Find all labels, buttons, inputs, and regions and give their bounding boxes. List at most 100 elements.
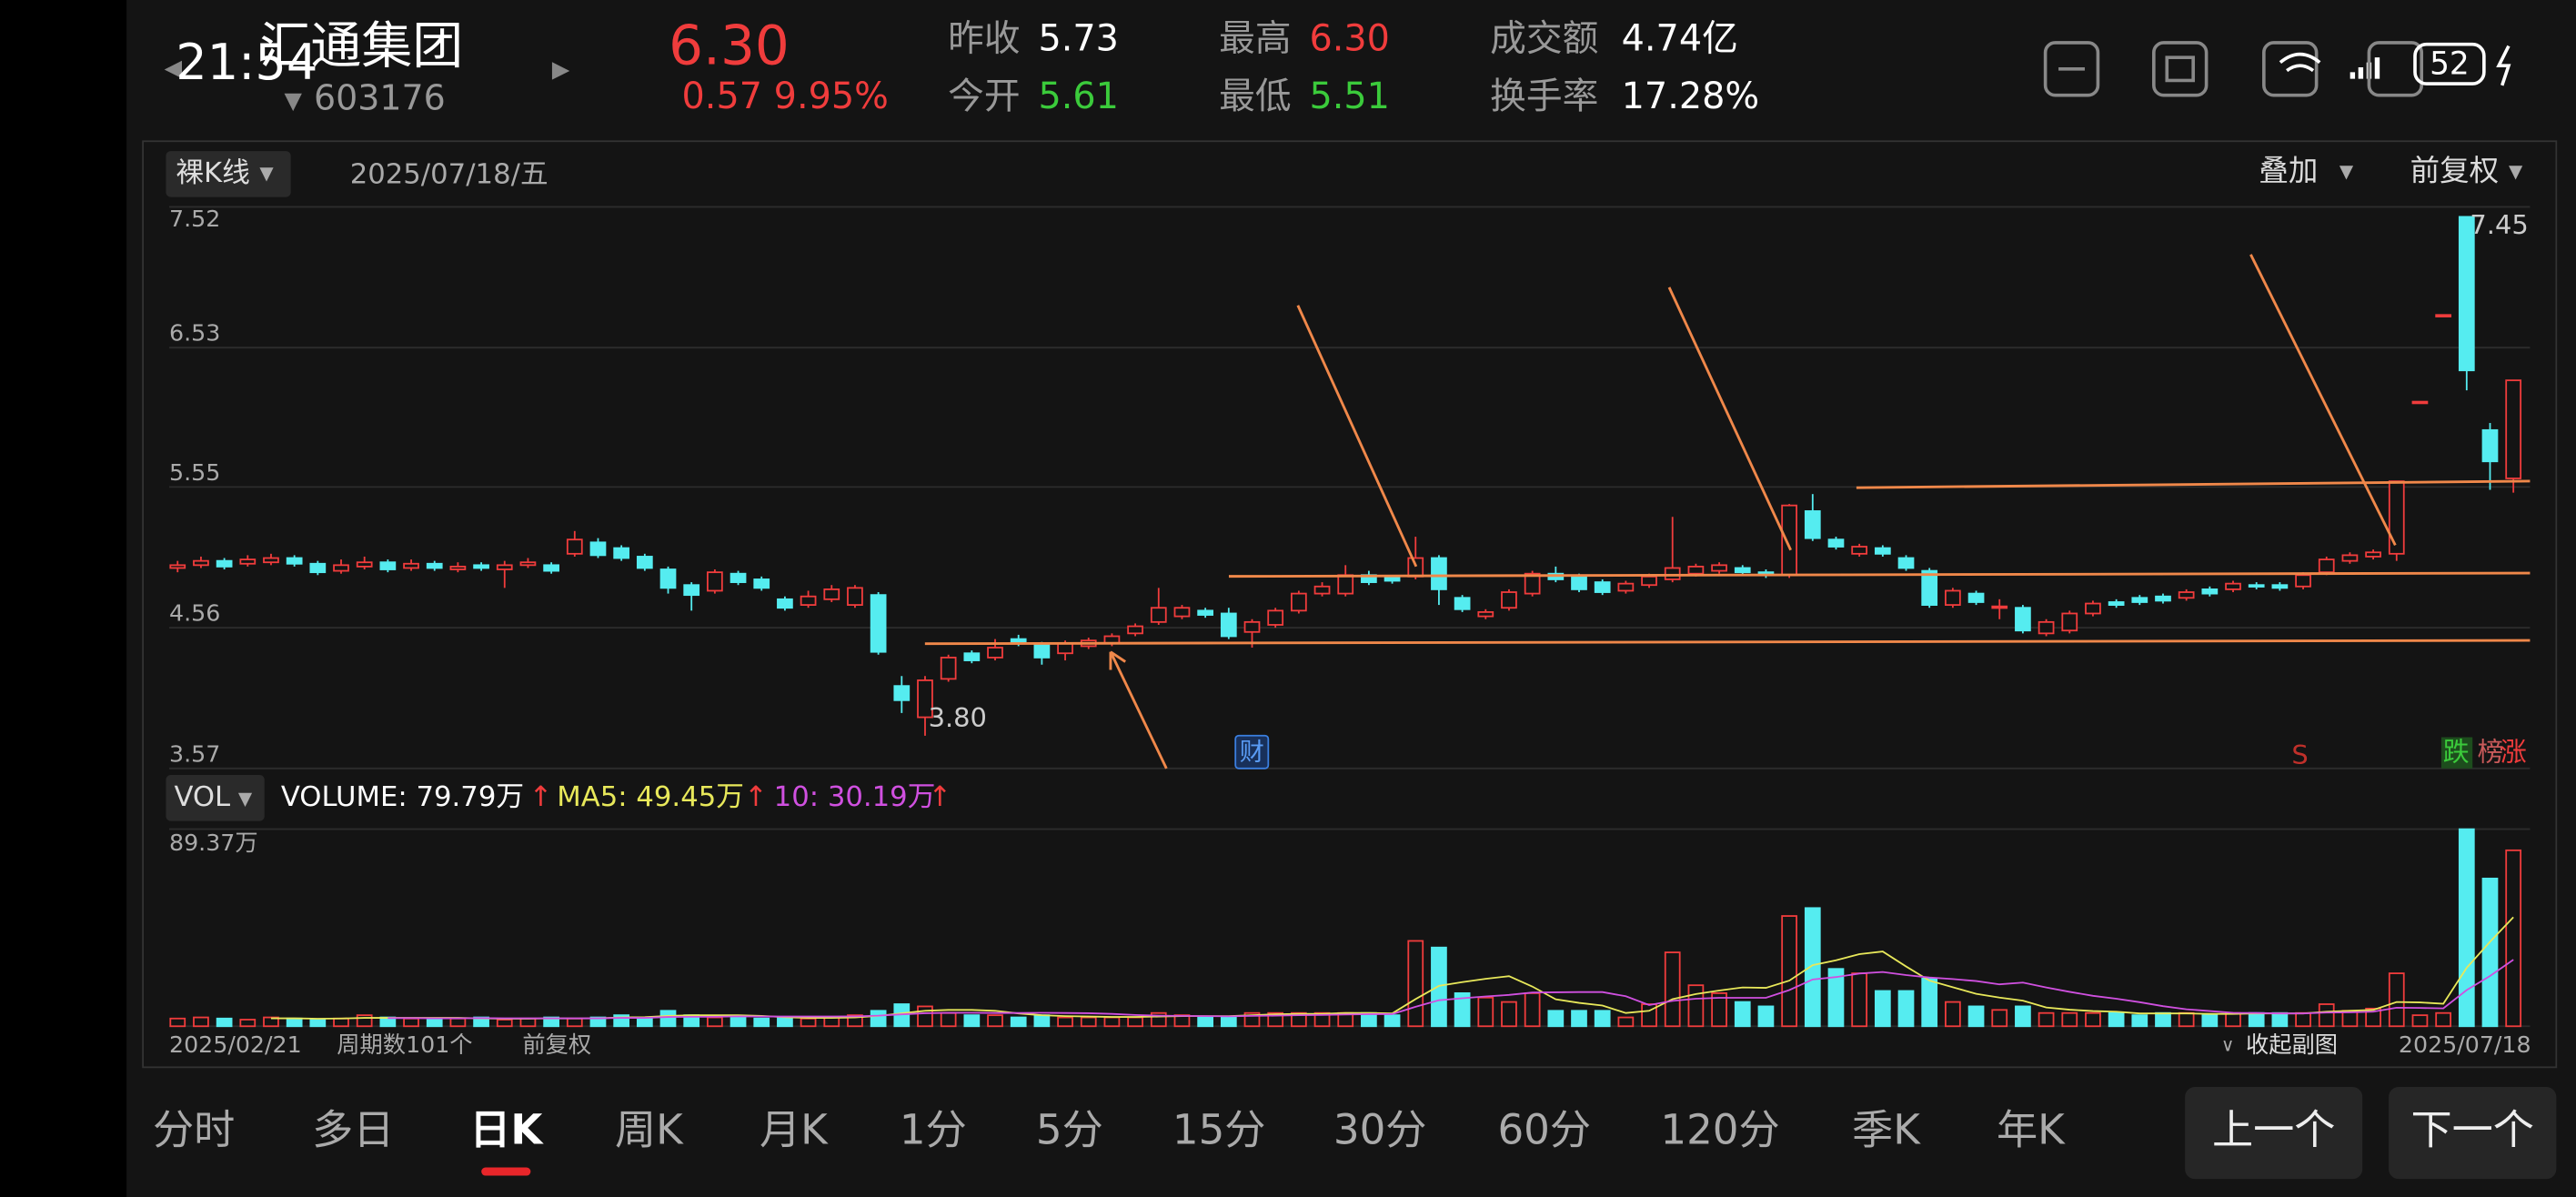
extreme-label: 3.80	[929, 702, 987, 733]
finance-marker[interactable]: 财	[1240, 739, 1264, 767]
candle-body	[1945, 589, 1961, 606]
candle-body	[987, 647, 1003, 659]
candle-body	[893, 685, 911, 701]
window-icon[interactable]	[2152, 41, 2209, 97]
rise-rank[interactable]: 涨	[2501, 737, 2527, 768]
battery-level: 52	[2430, 46, 2470, 83]
signal-icon	[2350, 57, 2380, 79]
next-arrow[interactable]: ▶	[552, 56, 570, 83]
period-tab[interactable]: 60分	[1497, 1106, 1591, 1154]
candle-body	[216, 559, 233, 568]
kline-mode[interactable]: 裸K线	[176, 157, 250, 189]
volume-bar	[1313, 1011, 1331, 1028]
indicator-box[interactable]	[166, 775, 265, 821]
code-caret[interactable]: ▼	[284, 87, 302, 114]
volume-bar	[1197, 1016, 1214, 1028]
period-tab[interactable]: 日K	[469, 1106, 544, 1154]
quote-label: 昨收	[948, 18, 1020, 60]
volume-bar	[1711, 991, 1727, 1028]
volume-bar	[2388, 972, 2405, 1028]
volume-bar	[566, 1017, 583, 1028]
period-tab[interactable]: 5分	[1036, 1106, 1103, 1154]
fall-badge[interactable]	[2440, 737, 2473, 769]
candle-body	[659, 568, 677, 589]
nav-button-bg[interactable]	[2389, 1087, 2557, 1180]
pointer-line	[2249, 254, 2397, 546]
volume-bar	[870, 1010, 887, 1028]
period-tab[interactable]: 120分	[1660, 1106, 1779, 1154]
stock-code: 603176	[314, 78, 446, 118]
candle-body	[1687, 565, 1705, 575]
finance-badge[interactable]	[1234, 734, 1270, 770]
volume-bar	[2271, 1011, 2289, 1028]
candle-body	[1991, 605, 2008, 609]
volume-bar	[1103, 1016, 1121, 1028]
candle-body	[1734, 567, 1751, 574]
candle-body	[1571, 575, 1587, 590]
back-arrow[interactable]: ◀	[165, 55, 183, 81]
period-tab[interactable]: 多日	[312, 1106, 394, 1154]
fall-rank[interactable]: 跌	[2443, 737, 2470, 768]
candle-body	[847, 587, 863, 606]
quote-label: 最低	[1219, 75, 1291, 117]
volume-bar	[2458, 828, 2475, 1028]
resistance-line	[1228, 571, 2531, 578]
rank-marker[interactable]: 榜	[2478, 737, 2504, 768]
candle-body	[800, 595, 817, 606]
share-icon[interactable]	[2262, 41, 2319, 97]
up-arrow-line	[1109, 651, 1168, 770]
candle-body	[426, 562, 443, 569]
volume-bar	[823, 1016, 840, 1028]
volume-bar	[1874, 990, 1891, 1028]
end-date: 2025/07/18	[2399, 1031, 2531, 1058]
candle-body	[449, 565, 467, 570]
nav-button[interactable]: 下一个	[2411, 1106, 2534, 1154]
start-date: 2025/02/21	[169, 1031, 302, 1058]
nav-button[interactable]: 上一个	[2212, 1106, 2335, 1154]
candle-body	[707, 571, 723, 592]
volume-bar	[1454, 991, 1471, 1028]
volume-bar	[1220, 1016, 1237, 1028]
candle-body	[2505, 379, 2522, 479]
period-tab[interactable]: 年K	[1997, 1106, 2066, 1154]
candle-body	[2248, 584, 2265, 588]
volume-bar	[1851, 972, 1868, 1028]
nav-button-bg[interactable]	[2185, 1087, 2363, 1180]
volume-bar	[1687, 984, 1705, 1028]
period-tabs: 分时 多日 日K 周K 月K 1分 5分 15分 30分 60分 120分 季K 年K 上一个 下一个	[153, 1087, 2557, 1180]
collapse-button[interactable]: 收起副图	[2246, 1031, 2338, 1058]
header-icons	[2043, 41, 2511, 97]
candle-body	[193, 559, 209, 567]
period-tab[interactable]: 30分	[1333, 1106, 1427, 1154]
menu-icon[interactable]	[2367, 41, 2424, 97]
overlay-button[interactable]: 叠加	[2259, 154, 2318, 188]
minus-icon[interactable]	[2043, 41, 2100, 97]
candle-body	[1897, 557, 1915, 569]
candle-body	[730, 572, 747, 583]
period-tab[interactable]: 月K	[760, 1106, 829, 1154]
volume-bar	[2085, 1011, 2101, 1028]
period-tab[interactable]: 15分	[1172, 1106, 1266, 1154]
volume-bar	[777, 1016, 793, 1028]
candle-body	[1150, 607, 1167, 623]
battery-icon	[2413, 42, 2486, 86]
period-tab[interactable]: 1分	[900, 1106, 967, 1154]
indicator[interactable]: VOL	[174, 781, 230, 813]
volume-bar	[333, 1017, 349, 1028]
y-tick-label: 4.56	[169, 600, 220, 627]
kline-mode-box[interactable]	[166, 151, 291, 197]
volume-bar	[426, 1019, 443, 1028]
adjust-caret: ▼	[2509, 161, 2523, 182]
y-tick-label: 89.37万	[169, 830, 258, 856]
period-tab[interactable]: 季K	[1852, 1106, 1921, 1154]
volume-legend: VOLUME: 79.79万	[281, 781, 524, 813]
volume-bar	[2155, 1011, 2171, 1028]
wifi-icon	[2279, 52, 2321, 73]
volume-bar	[1571, 1010, 1587, 1028]
candle-body	[263, 557, 279, 564]
period-tab[interactable]: 周K	[615, 1106, 684, 1154]
adjust-button[interactable]: 前复权	[2410, 154, 2500, 188]
candle-body	[1874, 547, 1891, 555]
period-tab[interactable]: 分时	[153, 1106, 235, 1154]
